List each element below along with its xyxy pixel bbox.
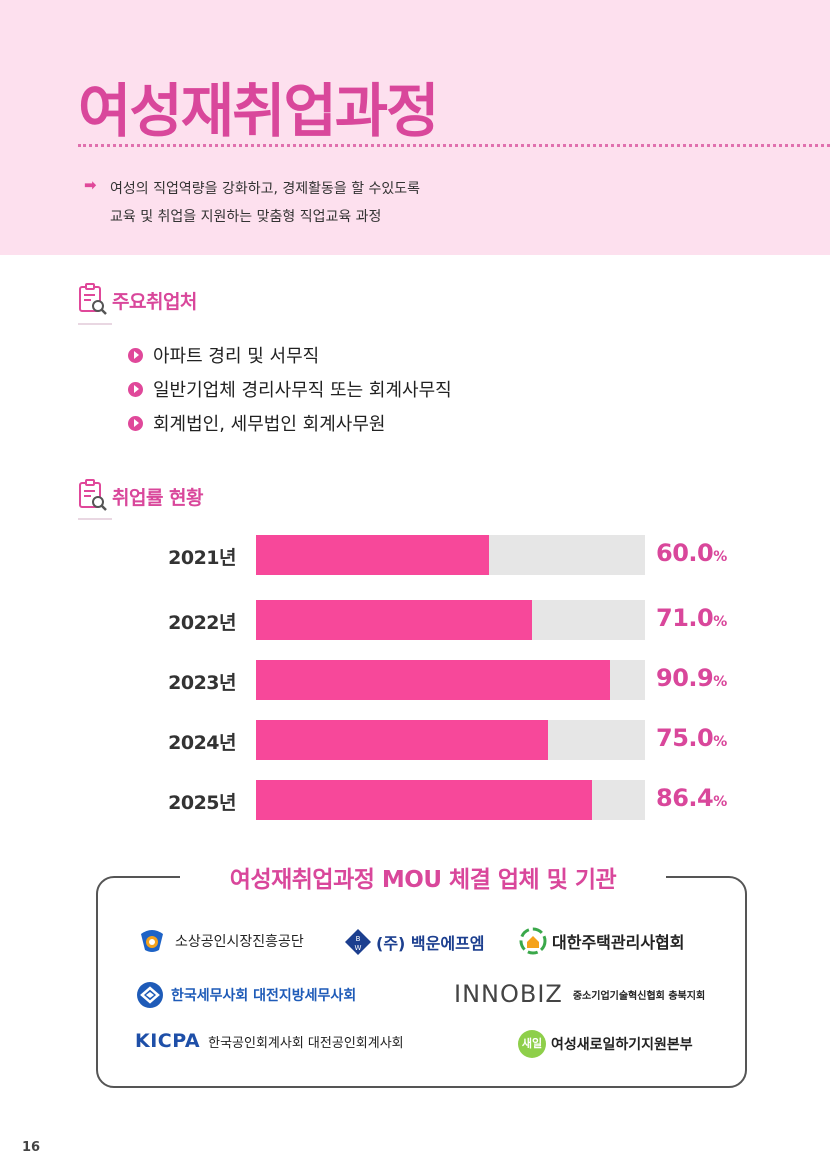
list-item-label: 일반기업체 경리사무직 또는 회계사무직: [153, 380, 452, 401]
partner-label: 중소기업기술혁신협회 충북지회: [572, 990, 706, 1002]
bar-track: [256, 720, 645, 760]
data-label: 75.0%: [656, 724, 727, 752]
category-label: 2023년: [168, 672, 236, 694]
category-label: 2025년: [168, 792, 236, 814]
employment-rate-chart: 2021년 60.0% 2022년 71.0% 2023년 90.9% 2024년 75.0%…: [0, 530, 830, 830]
section-underline: [78, 518, 112, 520]
bar: [256, 535, 490, 575]
section-title: 주요취업처: [112, 290, 197, 313]
svg-text:W: W: [355, 944, 362, 952]
section-rate-heading: 취업률 현황: [78, 479, 204, 513]
dotted-divider: [78, 144, 830, 147]
list-item: 회계법인, 세무법인 회계사무원: [128, 406, 452, 440]
mou-title: 여성재취업과정 MOU 체결 업체 및 기관: [180, 860, 666, 900]
clipboard-search-icon: [78, 283, 108, 317]
semas-logo-icon: [141, 930, 163, 952]
bar: [256, 660, 610, 700]
kicpa-wordmark: KICPA: [135, 1030, 201, 1052]
bar-row: 2021년 60.0%: [0, 535, 830, 575]
bar-row: 2023년 90.9%: [0, 660, 830, 700]
list-item-label: 아파트 경리 및 서무직: [153, 346, 320, 367]
partner-label: 한국세무사회 대전지방세무사회: [171, 988, 357, 1004]
partner-label: 여성새로일하기지원본부: [551, 1037, 693, 1053]
bar-track: [256, 600, 645, 640]
bar-track: [256, 780, 645, 820]
partner-kicpa: KICPA 한국공인회계사회 대전공인회계사회: [135, 1030, 404, 1052]
partner-semas: 소상공인시장진흥공단: [137, 928, 304, 954]
page-number: 16: [22, 1140, 41, 1155]
innobiz-wordmark: INNOBIZ: [454, 980, 563, 1008]
bar-track: [256, 660, 645, 700]
bar-row: 2025년 86.4%: [0, 780, 830, 820]
page-title: 여성재취업과정: [78, 77, 440, 145]
intro-line: 여성의 직업역량을 강화하고, 경제활동을 할 수있도록: [110, 181, 421, 197]
data-label: 71.0%: [656, 604, 727, 632]
arrow-icon: ➡: [84, 176, 97, 194]
bar-row: 2022년 71.0%: [0, 600, 830, 640]
partner-innobiz: INNOBIZ 중소기업기술혁신협회 충북지회: [454, 980, 705, 1008]
bar-row: 2024년 75.0%: [0, 720, 830, 760]
svg-text:B: B: [356, 935, 361, 943]
baekun-logo-icon: B W: [345, 929, 371, 955]
partner-label: 소상공인시장진흥공단: [175, 934, 304, 950]
bar: [256, 780, 593, 820]
data-label: 86.4%: [656, 784, 727, 812]
bar: [256, 720, 548, 760]
data-label: 60.0%: [656, 539, 727, 567]
house-logo-icon: [519, 927, 547, 955]
category-label: 2022년: [168, 612, 236, 634]
list-item: 아파트 경리 및 서무직: [128, 338, 452, 372]
play-bullet-icon: [128, 347, 143, 363]
category-label: 2021년: [168, 547, 236, 569]
employer-list: 아파트 경리 및 서무직 일반기업체 경리사무직 또는 회계사무직 회계법인, …: [128, 338, 452, 440]
bar: [256, 600, 533, 640]
section-employers-heading: 주요취업처: [78, 283, 197, 317]
list-item-label: 회계법인, 세무법인 회계사무원: [153, 414, 386, 435]
category-label: 2024년: [168, 732, 236, 754]
partner-tax: 한국세무사회 대전지방세무사회: [135, 980, 356, 1010]
tax-logo-icon: [137, 982, 163, 1008]
partner-saeil: 새일 여성새로일하기지원본부: [518, 1030, 693, 1058]
section-title: 취업률 현황: [112, 486, 204, 509]
intro-text: 여성의 직업역량을 강화하고, 경제활동을 할 수있도록 교육 및 취업을 지원…: [110, 175, 420, 231]
saeil-logo-icon: 새일: [518, 1030, 546, 1058]
section-underline: [78, 323, 112, 325]
header-band: [0, 0, 830, 255]
clipboard-search-icon: [78, 479, 108, 513]
play-bullet-icon: [128, 381, 143, 397]
partner-baekun: B W (주) 백운에프엠: [344, 928, 485, 956]
play-bullet-icon: [128, 415, 143, 431]
list-item: 일반기업체 경리사무직 또는 회계사무직: [128, 372, 452, 406]
bar-track: [256, 535, 645, 575]
intro-line: 교육 및 취업을 지원하는 맞춤형 직업교육 과정: [110, 209, 382, 225]
partner-label: 한국공인회계사회 대전공인회계사회: [208, 1035, 404, 1051]
partner-label: (주) 백운에프엠: [376, 934, 485, 953]
partner-label: 대한주택관리사협회: [552, 933, 685, 952]
data-label: 90.9%: [656, 664, 727, 692]
partner-housing: 대한주택관리사협회: [518, 926, 684, 956]
